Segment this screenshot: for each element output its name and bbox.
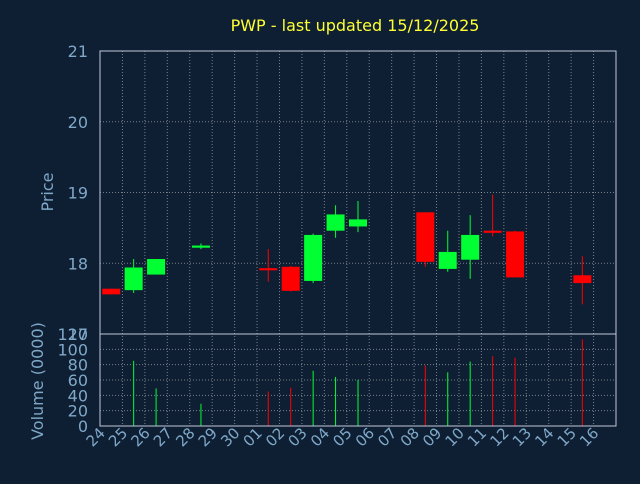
candle-body (506, 231, 525, 278)
volume-tick-label: 60 (68, 371, 88, 390)
volume-tick-label: 120 (57, 325, 88, 344)
x-tick-label: 16 (576, 424, 602, 450)
volume-tick-label: 40 (68, 386, 88, 405)
price-tick-label: 20 (68, 113, 88, 132)
candle-body (124, 267, 143, 291)
grid-layer (100, 50, 616, 427)
volume-tick-label: 20 (68, 402, 88, 421)
candle-body (304, 234, 323, 281)
price-tick-label: 18 (68, 254, 88, 273)
candle-body (326, 214, 345, 231)
candle-body (102, 288, 121, 295)
chart-title: PWP - last updated 15/12/2025 (231, 16, 480, 35)
marks-layer (102, 194, 592, 426)
plot-frame (99, 50, 617, 427)
price-tick-label: 19 (68, 184, 88, 203)
price-axis-label: Price (38, 172, 57, 211)
candle-body (259, 268, 278, 271)
price-tick-label: 21 (68, 42, 88, 61)
candle-body (147, 259, 166, 275)
price-tick-label: 17 (68, 325, 88, 344)
candle-body (438, 251, 457, 269)
candle-body (573, 275, 592, 284)
frame-layer (99, 50, 617, 427)
candle-body (416, 212, 435, 262)
volume-axis-label: Volume (0000) (28, 322, 47, 440)
candle-body (461, 234, 480, 260)
candle-body (349, 219, 367, 227)
volume-tick-label: 80 (68, 356, 88, 375)
volume-tick-label: 100 (57, 340, 88, 359)
candle-body (483, 230, 502, 233)
volume-tick-label: 0 (78, 417, 88, 436)
candle-body (191, 245, 210, 248)
candle-body (281, 266, 300, 291)
x-axis-label: Day (333, 458, 363, 476)
